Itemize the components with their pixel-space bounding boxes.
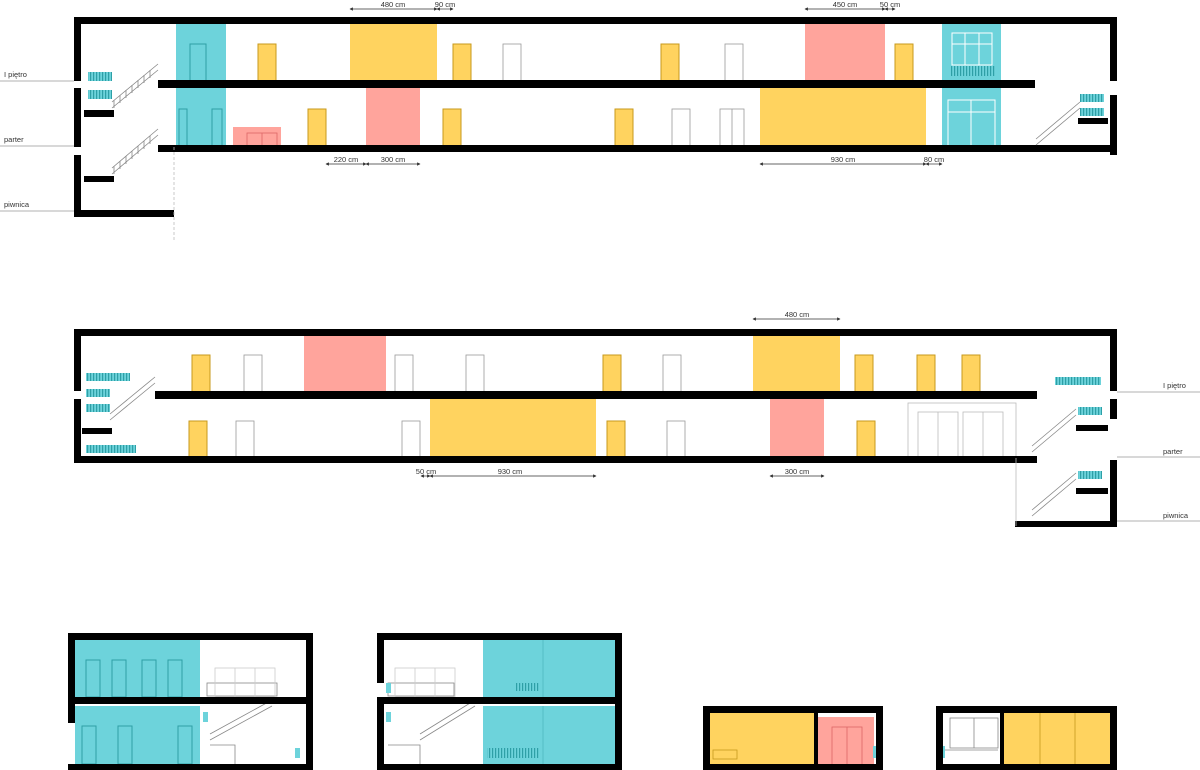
windows-lower-right [907, 402, 1017, 459]
radiator [487, 748, 539, 758]
dim-50: 50 cm [416, 467, 436, 476]
walls [74, 17, 1117, 217]
stairs-right [1035, 101, 1081, 146]
level-label-floor1: I piętro [1163, 381, 1186, 390]
yellow-block-upper [753, 336, 840, 392]
yellow-block-lower [430, 399, 596, 458]
level-label-ground: parter [4, 135, 24, 144]
doors-white [502, 43, 745, 148]
walls [68, 633, 313, 770]
level-label-ground: parter [1163, 447, 1183, 456]
dimension-lines [420, 317, 841, 478]
dimension-lines [325, 7, 943, 166]
stairs-left [109, 376, 156, 421]
doors-yellow [188, 354, 981, 459]
stairs-right [1031, 408, 1077, 517]
level-lines [1117, 391, 1200, 522]
radiators-left [88, 72, 112, 99]
pink-block-lower [366, 88, 420, 147]
stairs [387, 682, 476, 764]
radiator [515, 683, 539, 691]
dim-930: 930 cm [831, 155, 856, 164]
teal-block-upper [176, 24, 226, 81]
section-3a [68, 633, 313, 770]
teal-block-upper [483, 640, 615, 697]
pink-block-lower [770, 399, 824, 458]
dim-930: 930 cm [498, 467, 523, 476]
stairs [206, 682, 278, 764]
dim-50: 50 cm [880, 0, 900, 9]
dim-480: 480 cm [381, 0, 406, 9]
level-label-basement: piwnica [1163, 511, 1189, 520]
level-label-basement: piwnica [4, 200, 30, 209]
section-3c [703, 706, 883, 770]
dim-300: 300 cm [381, 155, 406, 164]
dim-300: 300 cm [785, 467, 810, 476]
walls [703, 706, 883, 770]
radiators-right [1055, 377, 1102, 479]
teal-block-lower [75, 706, 200, 764]
dim-220: 220 cm [334, 155, 359, 164]
pink-block-upper [304, 336, 386, 392]
pink-block [818, 717, 874, 765]
stairs-left [111, 63, 159, 175]
teal-block-upper [75, 640, 200, 697]
windows [214, 667, 276, 698]
section-3b [377, 633, 622, 770]
section-1: I piętro parter piwnica 480 cm 90 cm 450… [0, 0, 1117, 240]
dim-450: 450 cm [833, 0, 858, 9]
walls [74, 329, 1117, 527]
teal-block-lower [176, 88, 226, 147]
radiator [712, 749, 738, 760]
pink-block-upper [805, 24, 885, 81]
windows [394, 667, 456, 698]
stairs [945, 717, 999, 751]
yellow-block-lower [760, 88, 926, 147]
level-label-floor1: I piętro [4, 70, 27, 79]
doors-yellow [257, 43, 914, 148]
section-2: I piętro parter piwnica 480 cm 50 cm 930… [74, 310, 1200, 527]
doors-white [235, 354, 686, 459]
dim-480: 480 cm [785, 310, 810, 319]
yellow-block [1003, 713, 1110, 765]
dim-90: 90 cm [435, 0, 455, 9]
section-3d [936, 706, 1117, 770]
dim-80: 80 cm [924, 155, 944, 164]
window-upper [951, 32, 993, 66]
radiators-right [1080, 94, 1104, 116]
pink-block-small [233, 127, 281, 147]
walls [936, 706, 1117, 770]
radiator [950, 66, 996, 76]
walls [377, 633, 622, 770]
yellow-block-upper [350, 24, 437, 81]
radiators-left [86, 373, 136, 453]
level-lines [0, 80, 74, 212]
